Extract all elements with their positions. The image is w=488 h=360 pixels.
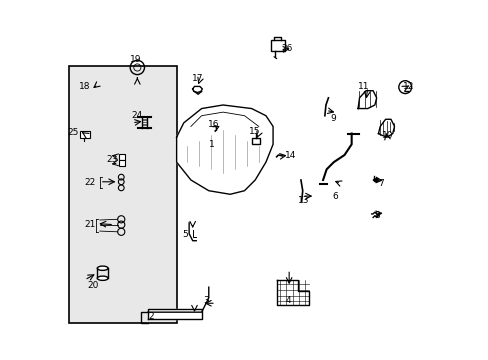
Text: 4: 4 bbox=[285, 296, 291, 305]
Text: 2: 2 bbox=[148, 312, 153, 321]
Text: 22: 22 bbox=[84, 178, 96, 187]
Ellipse shape bbox=[97, 276, 108, 280]
Polygon shape bbox=[276, 280, 308, 305]
Polygon shape bbox=[372, 178, 378, 182]
Text: 15: 15 bbox=[248, 127, 260, 136]
Bar bbox=[69, 66, 176, 323]
Ellipse shape bbox=[97, 266, 108, 270]
Text: 26: 26 bbox=[281, 44, 292, 53]
Polygon shape bbox=[148, 309, 201, 319]
Text: 21: 21 bbox=[84, 220, 96, 229]
Text: 10: 10 bbox=[381, 131, 392, 140]
Text: 18: 18 bbox=[79, 82, 90, 91]
Text: 11: 11 bbox=[358, 82, 369, 91]
Text: 24: 24 bbox=[131, 111, 142, 120]
Text: 23: 23 bbox=[106, 155, 118, 164]
Text: 5: 5 bbox=[182, 230, 188, 239]
Polygon shape bbox=[176, 105, 272, 194]
Text: 9: 9 bbox=[329, 114, 335, 123]
Text: 13: 13 bbox=[297, 196, 308, 205]
Bar bbox=[251, 138, 259, 144]
Polygon shape bbox=[192, 86, 202, 93]
Polygon shape bbox=[378, 119, 394, 137]
Bar bbox=[119, 160, 125, 166]
Bar bbox=[270, 40, 285, 51]
Text: 25: 25 bbox=[67, 129, 79, 138]
Bar bbox=[119, 154, 125, 159]
Polygon shape bbox=[357, 91, 376, 109]
Text: 14: 14 bbox=[285, 151, 296, 160]
Text: 19: 19 bbox=[129, 55, 141, 64]
Text: 8: 8 bbox=[374, 211, 380, 220]
Text: 3: 3 bbox=[203, 296, 209, 305]
Text: 1: 1 bbox=[208, 140, 214, 149]
Text: 17: 17 bbox=[191, 74, 203, 83]
Text: 16: 16 bbox=[208, 120, 220, 129]
Bar bbox=[80, 131, 90, 138]
Text: 20: 20 bbox=[87, 281, 99, 290]
Text: 7: 7 bbox=[377, 179, 383, 188]
Text: 6: 6 bbox=[331, 192, 337, 201]
Text: 12: 12 bbox=[402, 82, 414, 91]
